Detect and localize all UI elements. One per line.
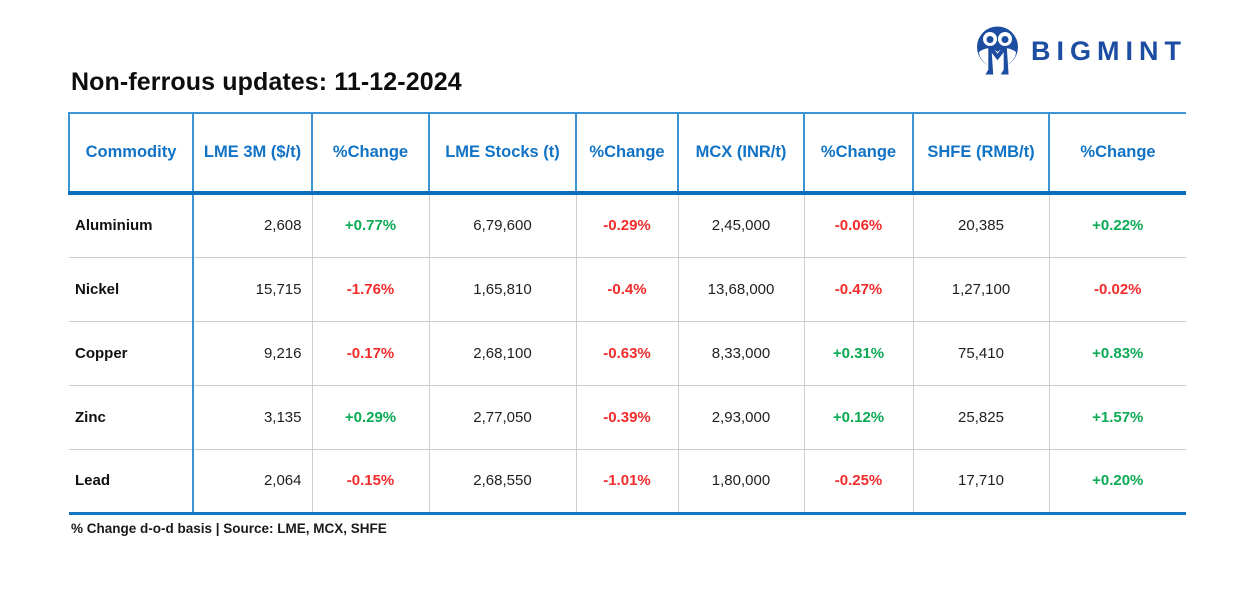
value-cell: 1,65,810 (429, 257, 577, 322)
page-title: Non-ferrous updates: 11-12-2024 (71, 68, 462, 96)
change-cell: -1.76% (312, 257, 430, 322)
change-cell: +0.22% (1049, 193, 1186, 258)
table-row: Zinc 3,135 +0.29% 2,77,050 -0.39% 2,93,000 +0.… (69, 385, 1186, 450)
table-row: Lead 2,064 -0.15% 2,68,550 -1.01% 1,80,000 -0.… (69, 449, 1186, 515)
bigmint-logo-text: BIGMINT (1031, 36, 1187, 66)
change-cell: -0.25% (804, 449, 914, 515)
header-cell: LME Stocks (t) (428, 112, 576, 195)
change-cell: +0.29% (312, 385, 430, 450)
value-cell: 9,216 (193, 321, 313, 386)
value-cell: 3,135 (193, 385, 313, 450)
table-row: Aluminium 2,608 +0.77% 6,79,600 -0.29% 2,45,0… (69, 193, 1186, 258)
value-cell: 75,410 (913, 321, 1050, 386)
value-cell: 1,27,100 (913, 257, 1050, 322)
table-row: Copper 9,216 -0.17% 2,68,100 -0.63% 8,33,000 +… (69, 321, 1186, 386)
change-cell: -0.02% (1049, 257, 1186, 322)
change-cell: -0.17% (312, 321, 430, 386)
change-cell: +0.20% (1049, 449, 1186, 515)
value-cell: 2,45,000 (678, 193, 805, 258)
value-cell: 2,68,550 (429, 449, 577, 515)
commodity-table: Commodity LME 3M ($/t) %Change LME Stocks (… (68, 112, 1186, 515)
change-cell: -1.01% (576, 449, 679, 515)
table-row: Nickel 15,715 -1.76% 1,65,810 -0.4% 13,68,000… (69, 257, 1186, 322)
change-cell: +0.83% (1049, 321, 1186, 386)
header-cell: %Change (575, 112, 678, 195)
value-cell: 15,715 (193, 257, 313, 322)
header-cell: MCX (INR/t) (677, 112, 804, 195)
value-cell: 2,608 (193, 193, 313, 258)
header-cell: %Change (1048, 112, 1186, 195)
value-cell: 2,77,050 (429, 385, 577, 450)
value-cell: 6,79,600 (429, 193, 577, 258)
value-cell: 8,33,000 (678, 321, 805, 386)
value-cell: 1,80,000 (678, 449, 805, 515)
commodity-table-wrap: Commodity LME 3M ($/t) %Change LME Stocks (… (68, 112, 1186, 515)
change-cell: +0.12% (804, 385, 914, 450)
change-cell: +0.31% (804, 321, 914, 386)
header-cell: Commodity (68, 112, 193, 195)
header-cell: %Change (311, 112, 429, 195)
table-header-row: Commodity LME 3M ($/t) %Change LME Stocks (… (68, 112, 1186, 195)
table-body: Aluminium 2,608 +0.77% 6,79,600 -0.29% 2,45,0… (69, 193, 1186, 515)
bigmint-people-m-icon (975, 26, 1020, 83)
change-cell: -0.47% (804, 257, 914, 322)
header-cell: %Change (803, 112, 913, 195)
change-cell: -0.06% (804, 193, 914, 258)
change-cell: +1.57% (1049, 385, 1186, 450)
header-cell: SHFE (RMB/t) (912, 112, 1049, 195)
change-cell: -0.15% (312, 449, 430, 515)
footnote: % Change d-o-d basis | Source: LME, MCX,… (71, 521, 387, 536)
change-cell: -0.63% (576, 321, 679, 386)
value-cell: 2,68,100 (429, 321, 577, 386)
header-cell: LME 3M ($/t) (192, 112, 312, 195)
commodity-cell: Copper (69, 321, 194, 386)
value-cell: 17,710 (913, 449, 1050, 515)
bigmint-logo: BIGMINT (975, 26, 1187, 83)
value-cell: 2,064 (193, 449, 313, 515)
change-cell: +0.77% (312, 193, 430, 258)
change-cell: -0.39% (576, 385, 679, 450)
change-cell: -0.29% (576, 193, 679, 258)
commodity-cell: Aluminium (69, 193, 194, 258)
commodity-cell: Nickel (69, 257, 194, 322)
value-cell: 13,68,000 (678, 257, 805, 322)
value-cell: 2,93,000 (678, 385, 805, 450)
commodity-cell: Lead (69, 449, 194, 515)
change-cell: -0.4% (576, 257, 679, 322)
value-cell: 25,825 (913, 385, 1050, 450)
commodity-cell: Zinc (69, 385, 194, 450)
value-cell: 20,385 (913, 193, 1050, 258)
